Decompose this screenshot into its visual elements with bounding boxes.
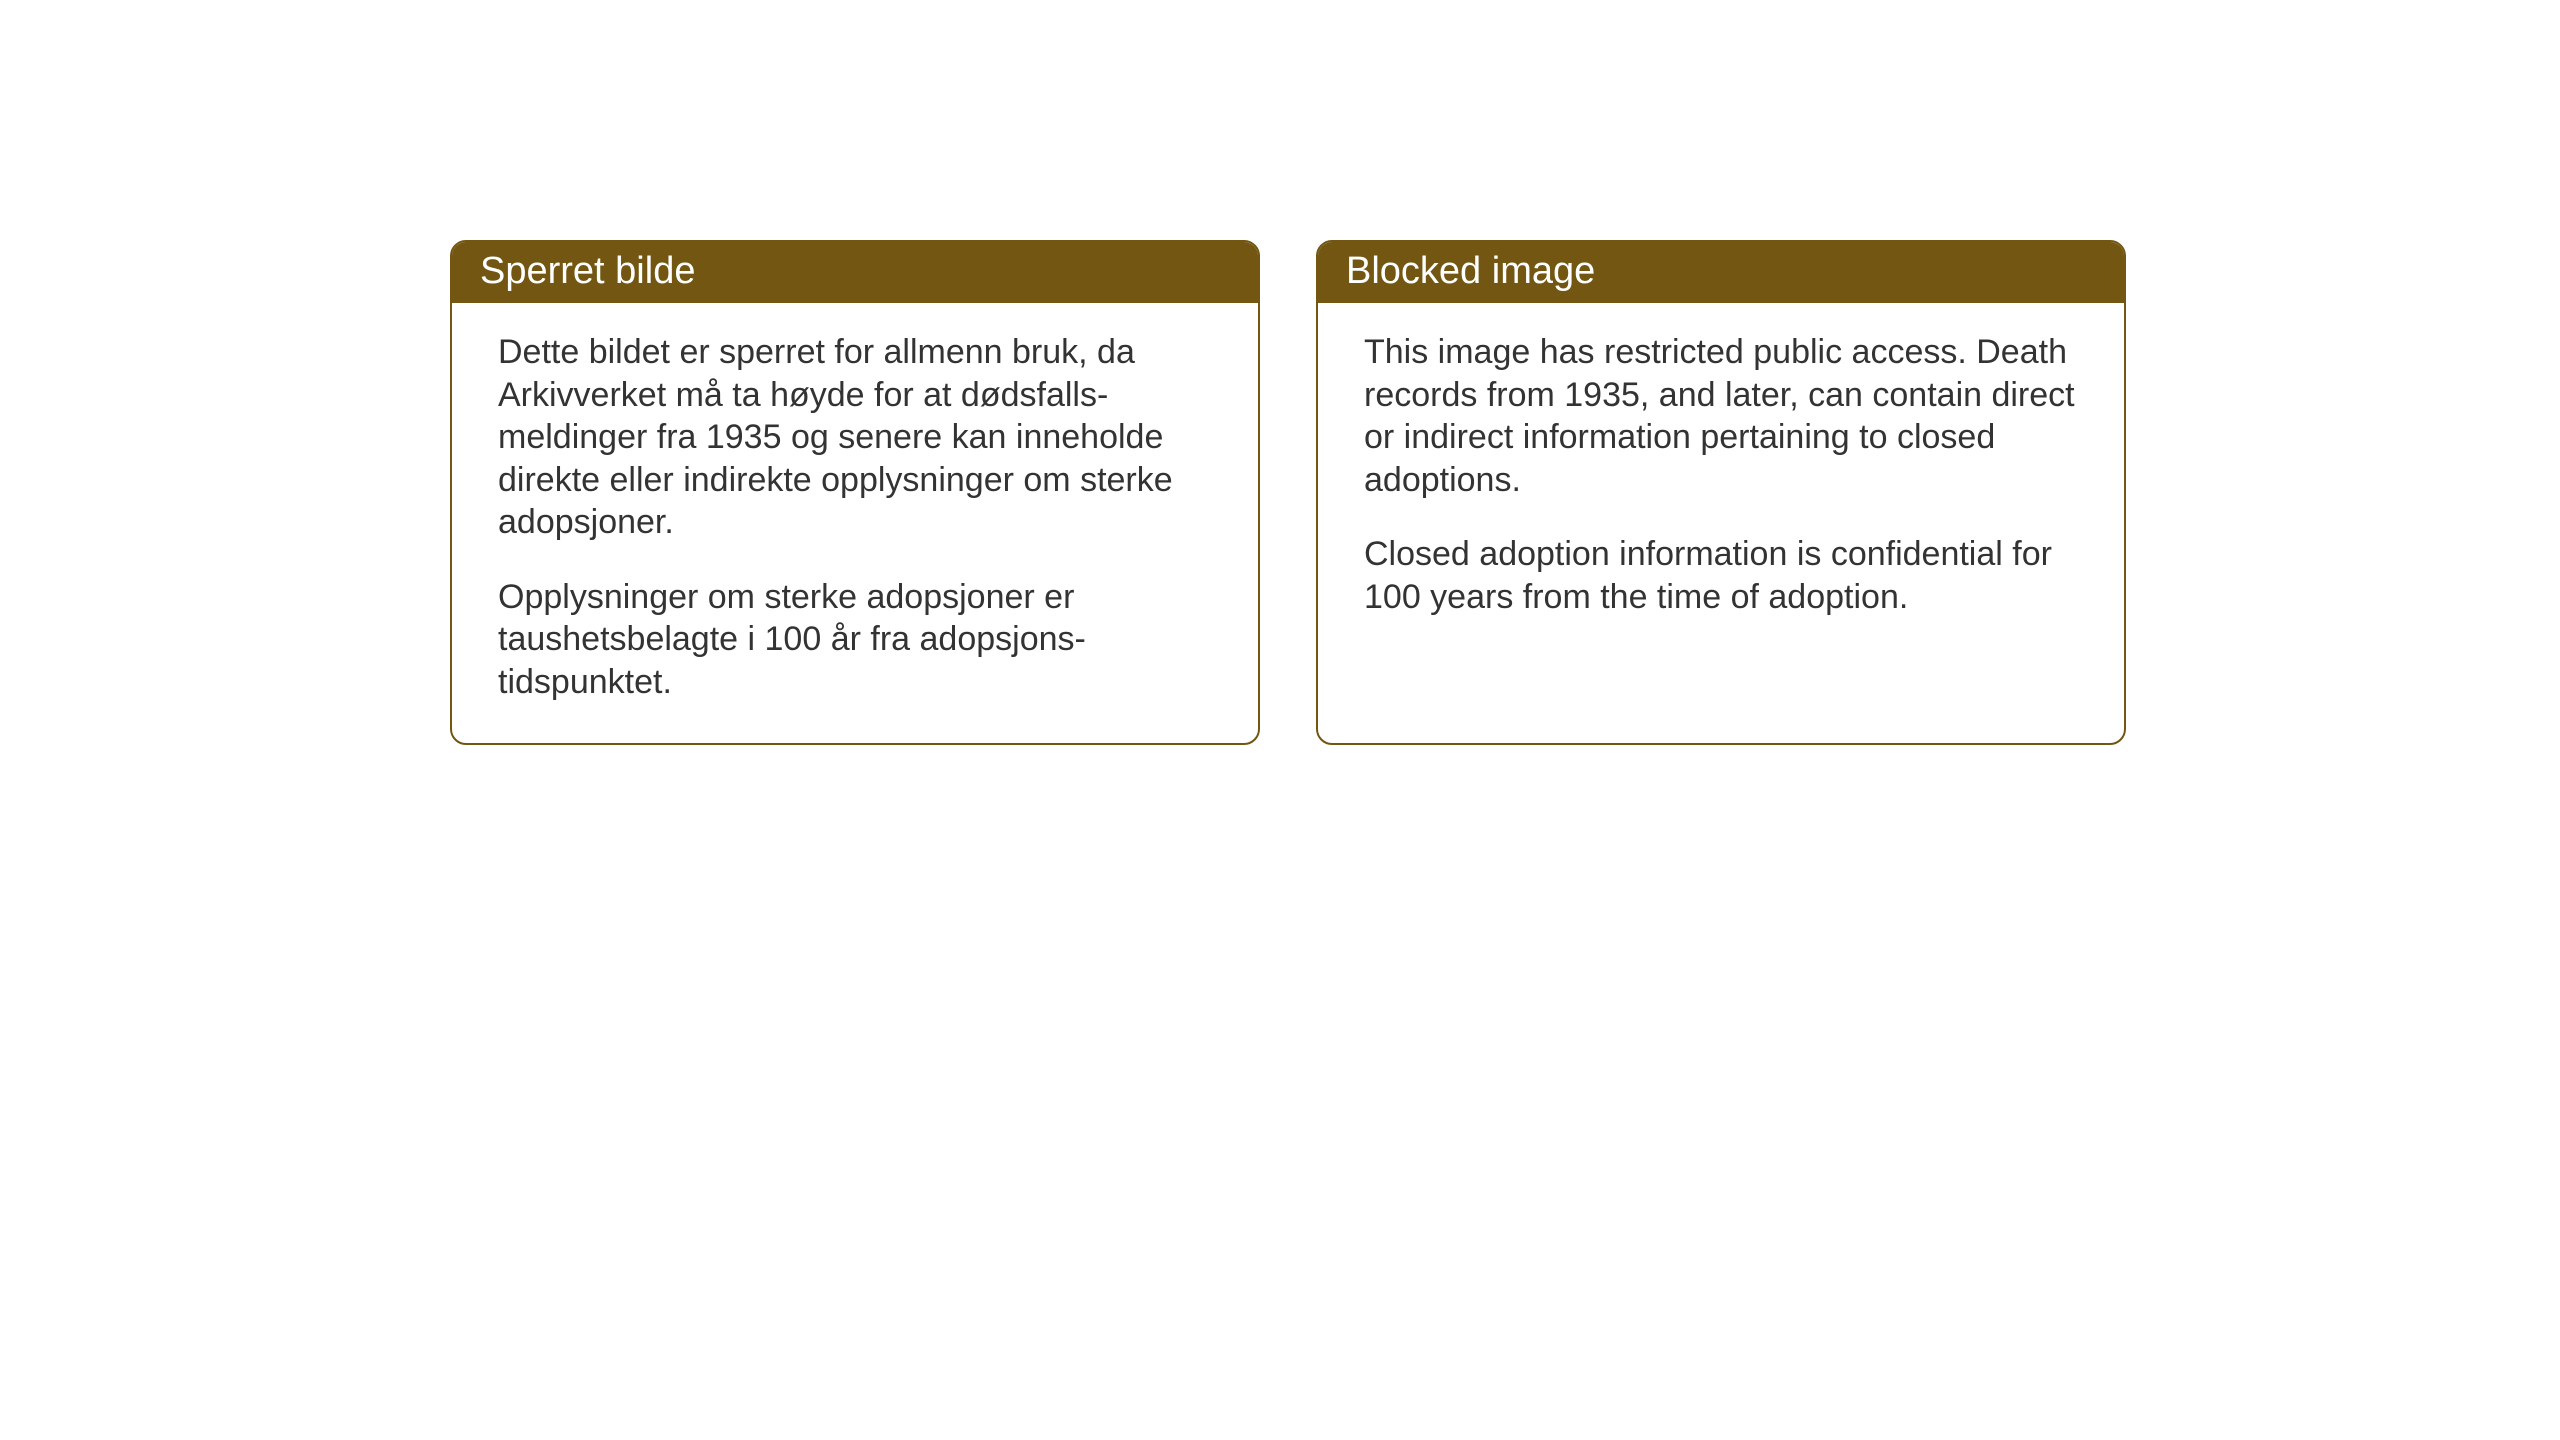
notice-box-norwegian: Sperret bilde Dette bildet er sperret fo… [450,240,1260,745]
notice-paragraph: Closed adoption information is confident… [1364,533,2078,618]
notice-box-english: Blocked image This image has restricted … [1316,240,2126,745]
notice-paragraph: Dette bildet er sperret for allmenn bruk… [498,331,1212,544]
notice-container: Sperret bilde Dette bildet er sperret fo… [450,240,2126,745]
notice-paragraph: This image has restricted public access.… [1364,331,2078,501]
notice-title: Blocked image [1346,250,1595,292]
notice-header-norwegian: Sperret bilde [452,242,1258,303]
notice-body-norwegian: Dette bildet er sperret for allmenn bruk… [452,303,1258,743]
notice-header-english: Blocked image [1318,242,2124,303]
notice-title: Sperret bilde [480,250,695,292]
notice-paragraph: Opplysninger om sterke adopsjoner er tau… [498,576,1212,704]
notice-body-english: This image has restricted public access.… [1318,303,2124,658]
